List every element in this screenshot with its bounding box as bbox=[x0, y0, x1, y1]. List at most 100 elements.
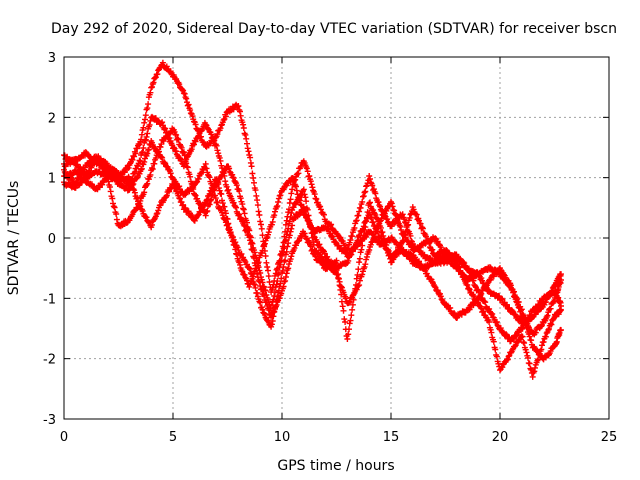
data-point bbox=[214, 147, 221, 154]
data-point bbox=[240, 125, 247, 131]
data-point bbox=[191, 141, 197, 148]
data-point bbox=[525, 354, 531, 361]
data-point bbox=[307, 243, 314, 250]
data-point bbox=[202, 212, 209, 219]
data-point bbox=[132, 150, 139, 157]
data-point bbox=[143, 214, 150, 221]
data-point bbox=[347, 237, 354, 243]
data-point bbox=[466, 269, 473, 276]
data-point bbox=[138, 150, 145, 156]
data-point bbox=[363, 217, 370, 224]
data-point bbox=[522, 319, 529, 326]
data-point bbox=[355, 266, 362, 273]
data-point bbox=[375, 199, 382, 206]
data-point bbox=[233, 182, 240, 189]
data-point bbox=[143, 133, 150, 140]
y-tick-label: -2 bbox=[43, 353, 56, 368]
data-point bbox=[140, 145, 147, 151]
data-point bbox=[526, 360, 533, 367]
data-point bbox=[142, 137, 148, 144]
data-point bbox=[283, 248, 290, 255]
data-point bbox=[147, 171, 154, 178]
data-point bbox=[213, 199, 220, 206]
data-point bbox=[203, 208, 210, 215]
x-tick-label: 5 bbox=[169, 430, 177, 445]
data-point bbox=[149, 221, 155, 228]
data-point bbox=[72, 180, 79, 187]
data-point bbox=[224, 216, 231, 222]
data-point bbox=[187, 173, 194, 180]
data-point bbox=[130, 186, 137, 192]
data-point bbox=[236, 188, 243, 194]
data-point bbox=[251, 254, 257, 261]
data-point bbox=[338, 291, 345, 298]
data-point bbox=[535, 351, 542, 358]
data-point bbox=[275, 199, 282, 205]
data-point bbox=[521, 340, 528, 346]
data-point bbox=[366, 247, 373, 253]
data-point bbox=[244, 145, 251, 152]
data-point bbox=[419, 225, 426, 232]
x-tick-label: 15 bbox=[383, 430, 400, 445]
series-track-4 bbox=[61, 149, 564, 363]
data-point bbox=[499, 296, 506, 303]
data-point bbox=[337, 286, 344, 293]
data-point bbox=[386, 252, 393, 259]
data-point bbox=[558, 277, 564, 283]
data-point bbox=[271, 308, 278, 315]
data-point bbox=[248, 246, 255, 253]
data-point bbox=[253, 192, 260, 199]
data-point bbox=[149, 84, 155, 90]
data-point bbox=[163, 192, 170, 199]
data-point bbox=[279, 252, 285, 259]
data-point bbox=[202, 200, 209, 207]
axis-ticks: 0 5 10 15 20 25 -3 -2 -1 0 1 2 3 bbox=[43, 51, 617, 445]
data-point bbox=[213, 176, 220, 183]
data-point bbox=[367, 176, 373, 182]
data-point bbox=[457, 267, 464, 274]
data-point bbox=[558, 327, 564, 334]
data-point bbox=[202, 160, 209, 167]
data-point bbox=[134, 145, 141, 152]
data-point bbox=[288, 190, 295, 197]
data-point bbox=[149, 166, 156, 173]
data-point bbox=[217, 157, 224, 164]
data-point bbox=[274, 202, 281, 209]
data-point bbox=[249, 247, 256, 254]
data-point bbox=[287, 196, 294, 203]
data-point bbox=[188, 146, 195, 153]
data-point bbox=[176, 81, 183, 88]
data-point bbox=[317, 206, 324, 213]
data-point bbox=[237, 195, 244, 202]
data-point bbox=[431, 283, 438, 290]
data-point bbox=[220, 117, 227, 124]
data-point bbox=[152, 74, 159, 81]
data-point bbox=[147, 117, 154, 124]
data-point bbox=[173, 148, 180, 155]
data-point bbox=[219, 212, 226, 219]
data-point bbox=[286, 261, 292, 268]
data-point bbox=[335, 275, 342, 282]
data-point bbox=[362, 261, 369, 268]
data-point bbox=[125, 164, 132, 171]
data-point bbox=[259, 247, 266, 254]
data-point bbox=[379, 229, 386, 236]
data-point bbox=[417, 220, 424, 227]
data-point bbox=[303, 165, 310, 172]
data-point bbox=[266, 279, 273, 285]
data-point bbox=[393, 212, 400, 219]
data-point bbox=[229, 238, 236, 245]
data-point bbox=[121, 169, 128, 176]
data-point bbox=[493, 353, 500, 360]
data-point bbox=[391, 253, 398, 260]
data-point bbox=[526, 333, 533, 340]
data-point bbox=[384, 247, 391, 253]
data-point bbox=[470, 293, 477, 299]
data-point bbox=[300, 207, 306, 214]
data-point bbox=[511, 288, 517, 295]
data-point bbox=[254, 289, 261, 296]
data-point bbox=[345, 245, 352, 252]
data-point bbox=[507, 280, 514, 287]
series-track-3 bbox=[61, 125, 564, 338]
